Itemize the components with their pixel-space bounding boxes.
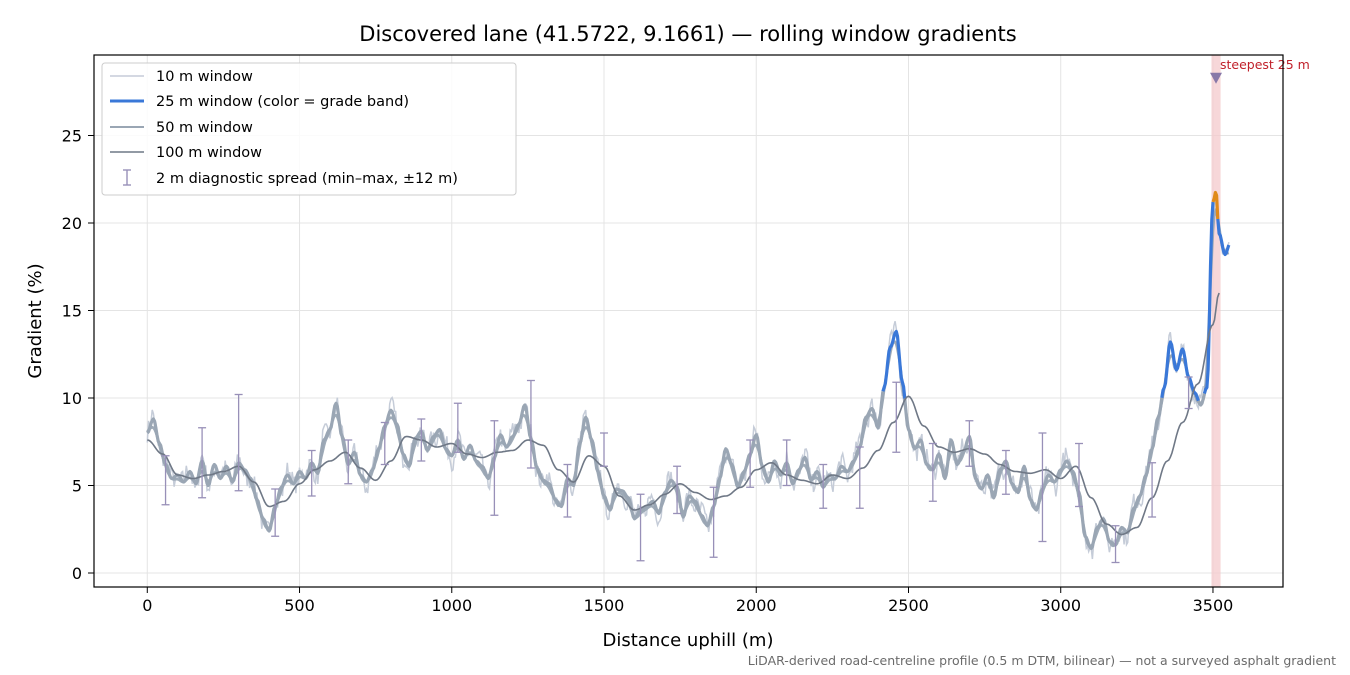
legend-label-100m: 100 m window: [156, 145, 262, 161]
steepest-highlight-band: [1211, 55, 1221, 587]
series-25m-segment: [146, 391, 885, 533]
x-tick-label: 500: [284, 596, 315, 615]
legend-item-25m: 25 m window (color = grade band): [110, 94, 409, 110]
spread-bar: [417, 418, 426, 462]
legend-item-10m: 10 m window: [110, 69, 253, 85]
legend-item-100m: 100 m window: [110, 145, 262, 161]
series-25m-segment: [1211, 190, 1220, 220]
spread-bar: [819, 463, 828, 509]
spread-bar: [782, 439, 791, 487]
spread-bar: [892, 381, 901, 453]
plot-frame: [93, 54, 1284, 588]
y-axis: 0 5 10 15 20 25: [62, 127, 94, 583]
x-tick-label: 1000: [431, 596, 472, 615]
spread-bar: [855, 446, 864, 509]
spread-bar: [965, 420, 974, 467]
spread-bar: [746, 439, 755, 488]
y-tick-label: 0: [72, 564, 82, 583]
y-tick-label: 10: [62, 389, 82, 408]
series-25m-segment: [1196, 393, 1206, 407]
spread-bar: [198, 427, 207, 499]
chart-title: Discovered lane (41.5722, 9.1661) — roll…: [359, 22, 1016, 46]
x-tick-label: 3500: [1193, 596, 1234, 615]
legend-item-spread: 2 m diagnostic spread (min–max, ±12 m): [123, 169, 458, 187]
spread-bar: [673, 465, 682, 515]
spread-bar: [1111, 525, 1120, 564]
series-100m-window: [147, 292, 1220, 536]
spread-bar: [563, 463, 572, 518]
spread-bar: [344, 439, 353, 485]
spread-bar: [526, 379, 535, 469]
spread-bar: [1184, 376, 1193, 410]
x-axis-label: Distance uphill (m): [603, 630, 774, 651]
legend-box: [101, 62, 517, 196]
spread-bar: [928, 442, 937, 502]
legend-label-spread: 2 m diagnostic spread (min–max, ±12 m): [156, 171, 458, 187]
spread-bar: [1148, 462, 1157, 518]
x-tick-label: 2000: [736, 596, 777, 615]
legend-label-25m: 25 m window (color = grade band): [156, 94, 409, 110]
series-25m-segment: [1160, 340, 1200, 402]
spread-bar: [1001, 449, 1010, 495]
spread-bar: [453, 402, 462, 453]
x-tick-label: 0: [142, 596, 152, 615]
y-axis-label: Gradient (%): [25, 263, 46, 378]
series-25m-segment: [881, 329, 907, 399]
spread-bar: [307, 449, 316, 497]
spread-bar: [1038, 432, 1047, 543]
plot-area: [146, 72, 1231, 564]
source-caption: LiDAR-derived road-centreline profile (0…: [748, 653, 1336, 668]
x-tick-label: 1500: [584, 596, 625, 615]
y-tick-label: 15: [62, 302, 82, 321]
spread-bar: [490, 420, 499, 516]
x-tick-label: 2500: [888, 596, 929, 615]
spread-bar: [1074, 442, 1083, 508]
legend-label-10m: 10 m window: [156, 69, 253, 85]
legend-item-50m: 50 m window: [110, 120, 253, 136]
y-tick-label: 25: [62, 127, 82, 146]
spread-bar: [161, 455, 170, 506]
spread-bar: [709, 486, 718, 558]
spread-bar: [636, 493, 645, 562]
spread-bar: [600, 432, 609, 467]
series-25m-window: [146, 190, 1231, 551]
spread-bar: [380, 421, 389, 466]
diagnostic-spread: [161, 376, 1193, 564]
steepest-annotation: steepest 25 m: [1220, 57, 1310, 72]
steepest-marker: [1210, 72, 1223, 84]
legend: 10 m window 25 m window (color = grade b…: [101, 62, 517, 196]
y-tick-label: 5: [72, 477, 82, 496]
series-25m-segment: [1202, 201, 1215, 394]
legend-label-50m: 50 m window: [156, 120, 253, 136]
spread-bar: [271, 488, 280, 537]
x-tick-label: 3000: [1040, 596, 1081, 615]
y-tick-label: 20: [62, 214, 82, 233]
spread-bar: [234, 393, 243, 492]
x-axis: 0 500 1000 1500 2000 2500 3000 3500: [142, 587, 1233, 615]
series-25m-segment: [1216, 218, 1231, 257]
